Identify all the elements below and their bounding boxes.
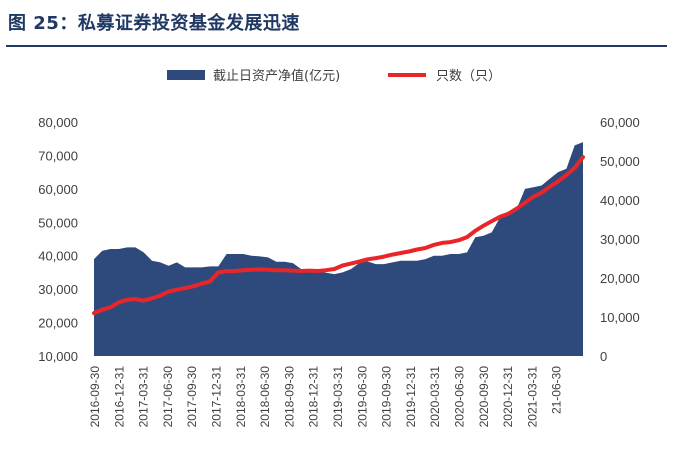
x-axis: 2016-09-30 2016-12-31 2017-03-31 2017-06-30… [88,366,564,428]
x-tick-label: 2020-06-30 [453,366,467,428]
y-right-tick-label: 40,000 [600,193,640,208]
y-left-tick-label: 70,000 [38,148,78,163]
x-tick-label: 2017-09-30 [185,366,199,428]
y-left-tick-label: 10,000 [38,349,78,364]
y-left-tick-label: 40,000 [38,249,78,264]
y-left-tick-label: 60,000 [38,182,78,197]
x-tick-label: 2018-09-30 [282,366,296,428]
y-axis-right: 60,000 50,000 40,000 30,000 20,000 10,000 0 [600,115,640,364]
x-tick-label: 2019-03-31 [331,366,345,428]
x-tick-label: 2020-03-31 [428,366,442,428]
x-tick-label: 2018-03-31 [234,366,248,428]
area-series-layer [94,142,583,356]
legend-label-line: 只数（只） [436,69,501,84]
legend-swatch-area [167,70,205,80]
x-tick-label: 2017-12-31 [210,366,224,428]
series-line-count [92,155,585,316]
x-tick-label: 2019-09-30 [380,366,394,428]
legend-label-area: 截止日资产净值(亿元) [213,68,340,84]
line-series-layer [92,155,585,316]
x-tick-label: 2016-09-30 [88,366,102,428]
y-left-tick-label: 80,000 [38,115,78,130]
y-left-tick-label: 50,000 [38,215,78,230]
series-area-net-assets [94,142,583,356]
x-tick-label: 2020-12-31 [501,366,515,428]
x-tick-label: 2019-12-31 [404,366,418,428]
y-right-tick-label: 10,000 [600,310,640,325]
x-tick-label: 2018-12-31 [307,366,321,428]
y-axis-left: 80,000 70,000 60,000 50,000 40,000 30,000 20,0… [38,115,78,364]
figure-title: 图 25：私募证券投资基金发展迅速 [8,13,300,34]
y-right-tick-label: 50,000 [600,154,640,169]
x-tick-label: 2019-06-30 [355,366,369,428]
x-tick-label: 2020-09-30 [477,366,491,428]
x-tick-label: 2018-06-30 [258,366,272,428]
x-tick-label: 2016-12-31 [112,366,126,428]
x-tick-label: 2017-03-31 [137,366,151,428]
x-tick-label: 2021-03-31 [525,366,539,428]
y-right-tick-label: 30,000 [600,232,640,247]
y-right-tick-label: 0 [600,349,607,364]
x-tick-label: 2017-06-30 [161,366,175,428]
chart-legend: 截止日资产净值(亿元) 只数（只） [167,68,501,84]
title-rule [6,45,667,47]
x-tick-label: 21-06-30 [550,366,564,414]
y-right-tick-label: 20,000 [600,271,640,286]
y-left-tick-label: 30,000 [38,282,78,297]
y-right-tick-label: 60,000 [600,115,640,130]
y-left-tick-label: 20,000 [38,316,78,331]
